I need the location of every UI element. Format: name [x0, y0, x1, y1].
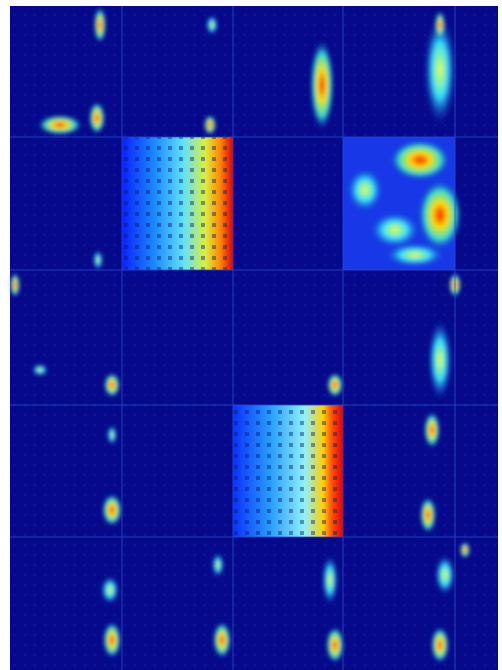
- blob: [385, 243, 445, 267]
- blob: [38, 115, 82, 135]
- page: (() => { const data = JSON.parse(documen…: [0, 0, 502, 670]
- blob: [206, 15, 218, 35]
- blob: [213, 622, 231, 658]
- texture: [10, 6, 498, 670]
- blob: [390, 140, 450, 180]
- texture: [233, 405, 343, 537]
- blob: [10, 273, 20, 297]
- blob: [435, 11, 445, 39]
- feature-map-grid: [0, 0, 502, 670]
- blob: [94, 7, 106, 43]
- blob: [107, 425, 117, 445]
- blob: [101, 576, 119, 604]
- blob: [428, 320, 452, 400]
- blob: [326, 627, 344, 663]
- blob: [104, 373, 120, 397]
- blob: [347, 168, 383, 212]
- blob: [310, 40, 334, 130]
- blob: [431, 627, 449, 663]
- blob: [212, 553, 224, 577]
- blob: [370, 212, 420, 248]
- blob: [103, 622, 121, 658]
- blob: [327, 373, 343, 397]
- blob: [322, 555, 338, 605]
- blob: [89, 102, 105, 134]
- texture: [122, 137, 233, 270]
- blob: [102, 494, 122, 526]
- blob: [424, 412, 440, 448]
- blob: [420, 497, 436, 533]
- blob: [435, 555, 455, 595]
- blob: [32, 364, 48, 376]
- blob: [93, 250, 103, 270]
- blob: [204, 115, 216, 135]
- blob: [460, 542, 470, 558]
